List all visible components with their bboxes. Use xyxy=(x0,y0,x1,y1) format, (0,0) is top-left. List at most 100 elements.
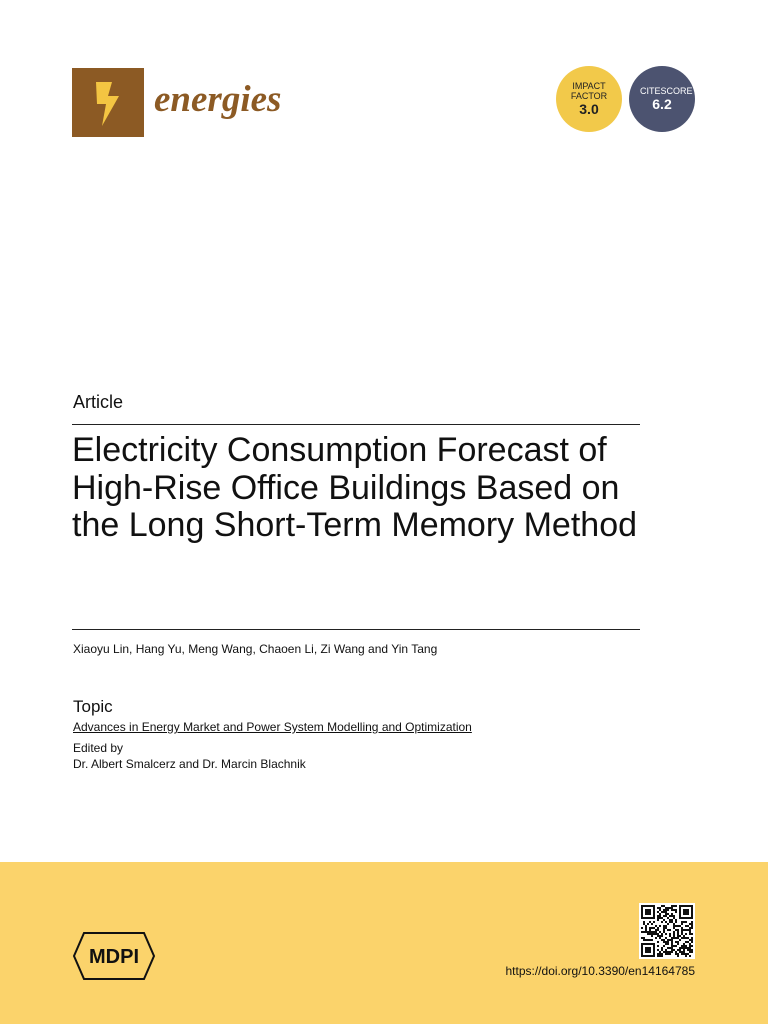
qr-cell xyxy=(681,951,683,953)
qr-cell xyxy=(661,933,663,935)
article-title: Electricity Consumption Forecast of High… xyxy=(72,431,638,544)
editors: Dr. Albert Smalcerz and Dr. Marcin Blach… xyxy=(73,757,306,771)
qr-cell xyxy=(683,937,685,939)
qr-cell xyxy=(689,949,691,951)
qr-cell xyxy=(675,909,677,911)
qr-cell xyxy=(649,917,651,919)
qr-cell xyxy=(679,947,681,949)
qr-cell xyxy=(653,931,655,933)
qr-cell xyxy=(649,933,651,935)
qr-cell xyxy=(681,917,683,919)
qr-cell xyxy=(675,953,677,955)
qr-cell xyxy=(677,937,679,939)
qr-cell xyxy=(645,905,647,907)
qr-cell xyxy=(687,949,689,951)
qr-cell xyxy=(657,941,659,943)
qr-cell xyxy=(655,937,657,939)
qr-cell xyxy=(675,929,677,931)
badge-label: CITESCORE xyxy=(640,86,693,96)
qr-cell xyxy=(659,917,661,919)
qr-cell xyxy=(653,905,655,907)
qr-cell xyxy=(641,907,643,909)
qr-cell xyxy=(675,951,677,953)
qr-cell xyxy=(679,911,681,913)
impact-factor-badge[interactable]: IMPACT FACTOR 3.0 xyxy=(556,66,622,132)
qr-cell xyxy=(641,937,643,939)
qr-cell xyxy=(681,921,683,923)
qr-cell xyxy=(659,935,661,937)
qr-cell xyxy=(661,905,663,907)
qr-code[interactable] xyxy=(639,903,695,959)
qr-cell xyxy=(683,949,685,951)
qr-cell xyxy=(651,927,653,929)
qr-cell xyxy=(647,947,649,949)
qr-cell xyxy=(653,921,655,923)
qr-cell xyxy=(641,943,643,945)
qr-cell xyxy=(691,917,693,919)
qr-cell xyxy=(659,937,661,939)
qr-cell xyxy=(663,929,665,931)
qr-cell xyxy=(671,907,673,909)
qr-cell xyxy=(691,939,693,941)
qr-cell xyxy=(665,949,667,951)
qr-cell xyxy=(667,917,669,919)
qr-cell xyxy=(677,925,679,927)
qr-cell xyxy=(691,913,693,915)
qr-cell xyxy=(657,955,659,957)
qr-cell xyxy=(669,907,671,909)
qr-cell xyxy=(647,931,649,933)
qr-cell xyxy=(677,935,679,937)
qr-cell xyxy=(649,947,651,949)
qr-cell xyxy=(657,927,659,929)
qr-cell xyxy=(671,947,673,949)
qr-cell xyxy=(675,919,677,921)
qr-cell xyxy=(647,913,649,915)
qr-cell xyxy=(685,913,687,915)
qr-cell xyxy=(689,905,691,907)
qr-cell xyxy=(653,911,655,913)
qr-cell xyxy=(691,937,693,939)
doi-link[interactable]: https://doi.org/10.3390/en14164785 xyxy=(505,964,696,978)
citescore-badge[interactable]: CITESCORE 6.2 xyxy=(629,66,695,132)
qr-cell xyxy=(649,913,651,915)
qr-cell xyxy=(653,917,655,919)
qr-cell xyxy=(643,905,645,907)
qr-cell xyxy=(677,953,679,955)
qr-cell xyxy=(665,953,667,955)
topic-link[interactable]: Advances in Energy Market and Power Syst… xyxy=(73,720,472,734)
qr-cell xyxy=(661,947,663,949)
qr-cell xyxy=(655,929,657,931)
qr-cell xyxy=(675,921,677,923)
qr-cell xyxy=(681,931,683,933)
qr-cell xyxy=(645,927,647,929)
qr-cell xyxy=(691,945,693,947)
qr-cell xyxy=(665,941,667,943)
qr-cell xyxy=(651,943,653,945)
qr-cell xyxy=(653,955,655,957)
qr-cell xyxy=(641,955,643,957)
qr-cell xyxy=(671,945,673,947)
qr-cell xyxy=(673,925,675,927)
qr-cell xyxy=(691,927,693,929)
qr-cell xyxy=(643,943,645,945)
qr-cell xyxy=(665,937,667,939)
qr-cell xyxy=(665,927,667,929)
qr-cell xyxy=(691,911,693,913)
qr-cell xyxy=(665,943,667,945)
qr-cell xyxy=(673,935,675,937)
qr-cell xyxy=(657,933,659,935)
qr-cell xyxy=(689,927,691,929)
qr-cell xyxy=(651,955,653,957)
qr-cell xyxy=(651,931,653,933)
qr-cell xyxy=(671,919,673,921)
qr-cell xyxy=(685,953,687,955)
qr-cell xyxy=(679,917,681,919)
qr-cell xyxy=(651,939,653,941)
qr-cell xyxy=(679,913,681,915)
qr-cell xyxy=(667,909,669,911)
qr-cell xyxy=(685,909,687,911)
qr-cell xyxy=(657,935,659,937)
qr-cell xyxy=(671,921,673,923)
qr-cell xyxy=(687,913,689,915)
qr-cell xyxy=(647,943,649,945)
